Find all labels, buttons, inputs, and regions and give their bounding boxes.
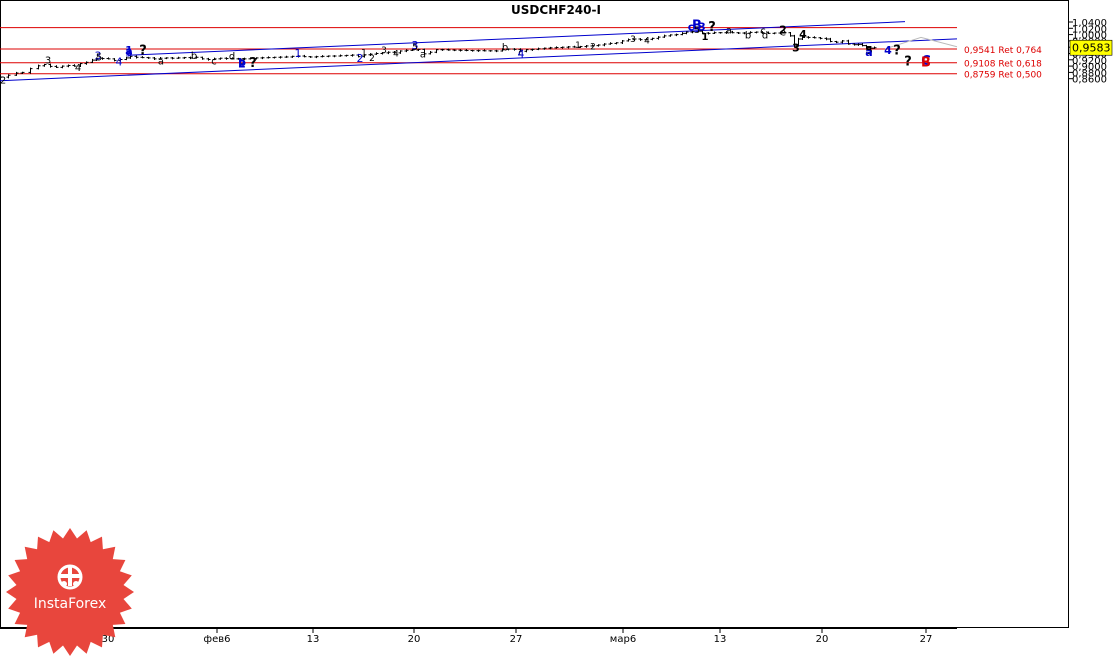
wave-label: 4	[799, 28, 807, 41]
x-tick-label: 27	[510, 634, 523, 645]
wave-label: e	[239, 56, 245, 67]
wave-label: a	[158, 56, 164, 67]
wave-label: 1	[361, 48, 367, 58]
wave-label: ?	[708, 20, 716, 35]
wave-label: 2	[590, 43, 596, 53]
wave-label: 2	[779, 24, 787, 37]
wave-label: 5	[126, 47, 133, 60]
wave-label: 2	[369, 54, 375, 64]
wave-label: 1	[702, 32, 709, 43]
wave-label: d	[229, 52, 235, 63]
wave-label: 4	[393, 50, 399, 60]
current-price-marker: 0,9583	[1069, 39, 1113, 56]
wave-label: ?	[904, 54, 912, 69]
wave-label: 4	[518, 48, 525, 61]
wave-label: a	[420, 50, 426, 61]
wave-label: a	[726, 26, 732, 37]
x-tick-label: 30	[102, 634, 115, 645]
wave-label: 3	[698, 21, 706, 34]
wave-label: ?	[139, 44, 147, 59]
wave-label: ?	[893, 44, 901, 59]
x-tick-label: фев6	[204, 634, 231, 645]
wave-label: 3	[630, 35, 636, 45]
instaforex-emblem-icon	[57, 564, 83, 590]
x-tick-label: 20	[408, 634, 421, 645]
wave-label: ?	[249, 56, 257, 71]
wave-label: 1	[295, 47, 302, 60]
wave-label: 4	[116, 55, 123, 68]
wave-label: b	[191, 51, 197, 62]
wave-label: a	[865, 46, 872, 59]
wave-label: 2	[238, 57, 246, 70]
chart-title: USDCHF240-I	[511, 3, 601, 17]
projection-path	[884, 36, 958, 50]
wave-label: c	[688, 20, 695, 33]
wave-label: B	[692, 19, 702, 34]
x-tick-label: 20	[816, 634, 829, 645]
wave-label: 5	[694, 22, 701, 35]
wave-label: e	[780, 27, 786, 38]
wave-label: 4	[644, 37, 650, 47]
x-tick-label: 13	[307, 634, 320, 645]
y-tick-label: 0,8600	[1072, 75, 1107, 86]
wave-label: 5	[694, 26, 700, 36]
wave-label: 3	[792, 41, 800, 54]
retracement-level-label: 0,9541 Ret 0,764	[964, 46, 1042, 56]
y-tick-label: 1,0000	[1072, 31, 1107, 42]
wave-label: 3	[381, 46, 387, 56]
wave-label: b	[502, 43, 508, 54]
wave-label: 3	[95, 50, 102, 63]
retracement-level-label: 0,8759 Ret 0,500	[964, 71, 1042, 81]
wave-label: c	[760, 26, 766, 37]
wave-label: 1	[125, 44, 133, 57]
y-tick-label: 0,9200	[1072, 56, 1107, 67]
x-tick-label: 13	[714, 634, 727, 645]
x-tick-label: 27	[920, 634, 933, 645]
wave-label: c	[518, 48, 524, 59]
y-tick-label: 0,8800	[1072, 68, 1107, 79]
wave-label: 3	[412, 39, 419, 52]
wave-label: a	[125, 45, 132, 58]
instaforex-logo: InstaForex	[6, 528, 134, 656]
wave-label: 4	[884, 44, 892, 57]
wave-label: d	[762, 31, 768, 42]
instaforex-logo-text: InstaForex	[34, 596, 107, 612]
wave-label: 5	[96, 52, 102, 63]
y-tick-label: 0,9000	[1072, 62, 1107, 73]
retracement-level-label: 0,9108 Ret 0,618	[964, 60, 1042, 70]
y-tick-label: 1,0400	[1072, 18, 1107, 29]
channel-upper-line	[127, 21, 906, 56]
wave-label: C	[921, 54, 931, 69]
x-tick-label: мар6	[610, 634, 636, 645]
wave-label: 1	[575, 41, 581, 51]
wave-label: c	[211, 56, 217, 67]
current-price-label: 0,9583	[1072, 42, 1111, 55]
wave-label: 2	[357, 52, 364, 65]
wave-label: 3	[45, 55, 51, 66]
wave-label: 4	[75, 63, 81, 74]
wave-label: 5	[865, 44, 873, 57]
y-tick-label: 1,0200	[1072, 24, 1107, 35]
wave-label: b	[745, 31, 751, 42]
wave-label: 2	[0, 75, 6, 86]
wave-label: 5	[412, 43, 418, 53]
wave-label: b	[238, 56, 246, 69]
wave-label: B	[921, 56, 931, 71]
